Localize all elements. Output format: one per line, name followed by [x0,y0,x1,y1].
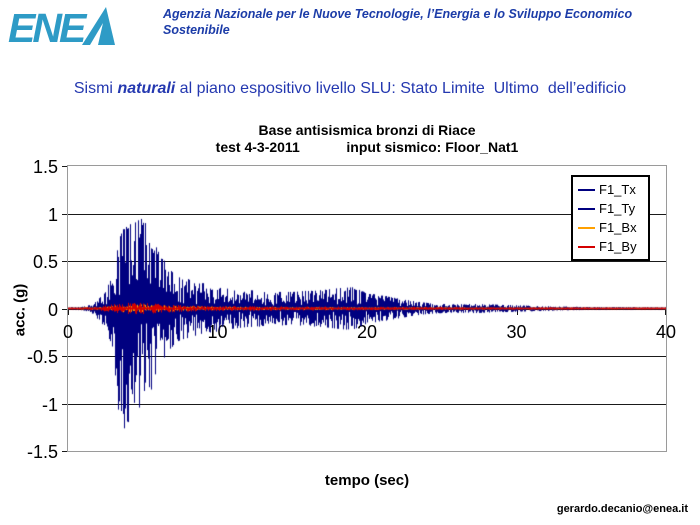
contact-email: gerardo.decanio@enea.it [556,503,688,515]
legend-line-swatch [578,188,595,191]
legend-item: F1_Bx [578,218,646,237]
legend-label: F1_By [599,239,637,254]
y-tick-label: 0 [47,299,58,320]
y-tick-mark [62,213,68,215]
y-tick-label: 1 [47,204,58,225]
legend-line-swatch [578,207,595,210]
legend-label: F1_Tx [599,182,636,197]
legend-item: F1_Ty [578,199,646,218]
legend-label: F1_Bx [599,220,637,235]
y-tick-label: -1 [41,394,58,415]
enea-logo: ENE [8,4,120,51]
y-tick-label: -1.5 [26,442,58,462]
y-tick-label: 1.5 [32,157,58,177]
slide-title-run2: naturali [117,80,176,97]
legend-item: F1_Tx [578,180,646,199]
enea-logo-triangle [82,7,115,45]
x-axis-title: tempo (sec) [324,472,410,489]
enea-logo-graphic: ENE [8,5,115,51]
x-tick-label: 0 [48,322,88,343]
legend-label: F1_Ty [599,201,636,216]
agency-name: Agenzia Nazionale per le Nuove Tecnologi… [163,6,700,38]
legend-item: F1_By [578,237,646,256]
y-tick-mark [62,356,68,357]
chart-subtitle: test 4-3-2011 input sismico: Floor_Nat1 [215,139,519,155]
y-tick-mark [62,308,68,310]
slide-title-run3: al piano espositivo livello SLU: Stato L… [175,80,627,97]
waveform-canvas [68,166,666,451]
y-tick-label: -0.5 [26,347,58,367]
agency-line1: Agenzia Nazionale per le Nuove Tecnologi… [163,7,633,21]
slide-title: Sismi naturali al piano espositivo livel… [0,80,700,98]
enea-logo-letters: ENE [8,5,88,50]
legend-line-swatch [578,226,595,229]
y-tick-mark [62,403,68,405]
y-tick-mark [62,261,68,262]
legend: F1_Tx F1_Ty F1_Bx F1_By [571,175,650,261]
y-tick-mark [62,451,68,452]
y-tick-label: 0.5 [32,252,58,272]
legend-line-swatch [578,245,595,248]
agency-line2: Sostenibile [163,23,230,37]
chart-title: Base antisismica bronzi di Riace [258,122,476,138]
slide-title-run1: Sismi [73,80,118,97]
y-tick-mark [62,166,68,167]
